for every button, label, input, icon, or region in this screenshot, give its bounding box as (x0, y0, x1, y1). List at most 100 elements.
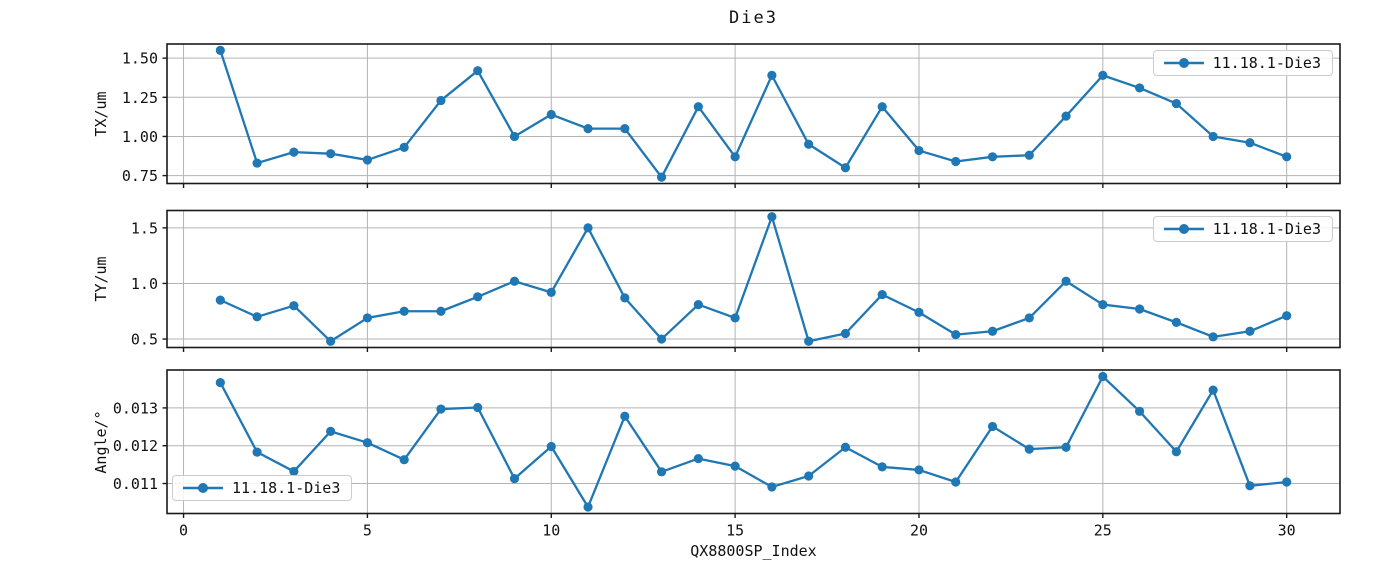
data-point (840, 442, 851, 452)
data-point (877, 289, 887, 300)
data-point (1061, 111, 1071, 121)
data-point (877, 462, 887, 472)
data-point (252, 158, 262, 168)
chart-title: Die3 (729, 8, 778, 28)
data-point (399, 142, 409, 153)
y-tick-label: 1.00 (122, 128, 158, 146)
data-point (509, 474, 520, 484)
y-tick-label: 1.0 (131, 275, 158, 293)
subplot-ty-um: 0.5 1.0 1.5 (131, 209, 1341, 352)
data-point (987, 152, 998, 162)
data-point (693, 453, 703, 464)
y-tick-marks (162, 227, 167, 340)
legend-label: 11.18.1-Die3 (232, 479, 341, 497)
series-line (219, 49, 1288, 179)
data-point (1061, 276, 1071, 286)
data-point (840, 328, 851, 339)
y-tick-label: 1.5 (131, 219, 158, 237)
x-tick-marks (182, 513, 1288, 518)
data-point (804, 336, 814, 346)
data-point (473, 66, 483, 76)
data-point (1245, 326, 1255, 336)
data-point (289, 147, 299, 157)
data-point (951, 477, 961, 487)
data-point (730, 313, 740, 323)
data-point (546, 287, 556, 297)
data-point (252, 312, 262, 322)
data-point (362, 438, 373, 448)
x-tick-marks (182, 347, 1288, 352)
y-tick-marks (162, 57, 167, 177)
data-point (656, 467, 667, 477)
data-point (804, 471, 814, 481)
y-tick-label: 0.5 (131, 331, 158, 349)
data-point (509, 131, 520, 142)
axes-frame (166, 209, 1341, 349)
data-point (215, 295, 225, 305)
axes-frame (166, 369, 1341, 515)
data-point (1171, 447, 1181, 457)
data-point (1282, 311, 1292, 321)
gridlines (167, 44, 1340, 184)
data-point (399, 455, 409, 465)
data-point (1098, 371, 1108, 382)
data-point (767, 212, 777, 222)
data-point (362, 155, 373, 165)
x-tick-marks (182, 183, 1288, 188)
data-point (436, 306, 446, 316)
data-point (951, 156, 961, 167)
data-point (620, 411, 630, 421)
y-tick-label: 0.012 (113, 437, 158, 455)
data-point (914, 307, 924, 317)
y-tick-marks (162, 407, 167, 485)
data-point (289, 466, 299, 477)
data-point (840, 163, 851, 173)
data-point (1134, 83, 1145, 93)
data-point (1208, 131, 1218, 142)
data-point (767, 70, 777, 80)
y-axis-label-ty: TY/um (92, 256, 110, 302)
data-point (914, 145, 924, 156)
series-line (219, 215, 1288, 343)
data-point (1024, 444, 1034, 454)
y-axis-label-angle: Angle/° (92, 410, 110, 474)
y-tick-label: 0.011 (113, 475, 158, 493)
data-point (1171, 98, 1181, 109)
y-tick-label: 1.25 (122, 89, 158, 107)
subplot-tx-um: 0.75 1.00 1.25 1.50 (122, 43, 1341, 188)
data-point (583, 124, 593, 134)
data-point (436, 95, 446, 106)
data-point (767, 482, 777, 492)
data-point (583, 502, 593, 512)
legend-label: 11.18.1-Die3 (1212, 220, 1321, 238)
data-point (583, 223, 593, 233)
x-tick-label: 20 (910, 522, 928, 540)
x-tick-label: 0 (179, 522, 188, 540)
axes-frame (166, 43, 1341, 185)
legend-line-marker-icon (1163, 55, 1205, 71)
data-point (436, 404, 446, 414)
data-point (1024, 150, 1034, 160)
data-point (951, 330, 961, 340)
x-tick-label: 25 (1094, 522, 1112, 540)
x-tick-label: 5 (363, 522, 372, 540)
data-point (1061, 442, 1071, 452)
data-point (1024, 313, 1034, 323)
data-point (1098, 299, 1108, 310)
legend-line-marker-icon (1163, 221, 1205, 237)
data-point (362, 313, 373, 323)
data-point (1245, 138, 1255, 148)
data-point (289, 301, 299, 311)
data-point (399, 306, 409, 316)
y-axis-label-tx: TX/um (92, 91, 110, 137)
y-tick-label: 0.75 (122, 167, 158, 185)
data-point (730, 461, 740, 471)
data-point (1208, 332, 1218, 342)
data-point (509, 276, 520, 286)
data-point (473, 402, 483, 413)
x-tick-label: 10 (542, 522, 560, 540)
x-tick-label: 15 (726, 522, 744, 540)
data-point (326, 149, 336, 159)
